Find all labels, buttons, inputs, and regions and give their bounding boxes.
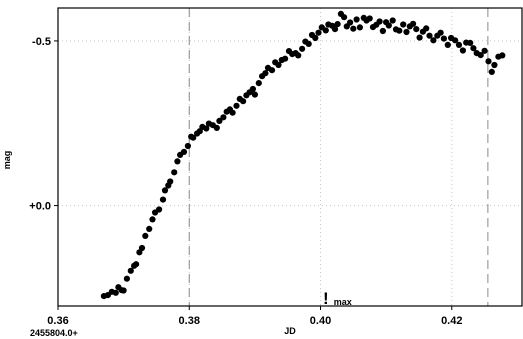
data-point bbox=[251, 91, 258, 98]
data-point bbox=[180, 148, 188, 155]
data-point bbox=[268, 67, 276, 74]
x-axis-title: JD bbox=[284, 326, 296, 336]
data-point bbox=[133, 261, 140, 268]
data-point bbox=[413, 26, 420, 33]
data-point bbox=[416, 34, 423, 41]
y-axis-title: mag bbox=[2, 151, 12, 170]
data-point bbox=[161, 187, 169, 194]
max-label: max bbox=[334, 297, 352, 307]
data-point bbox=[423, 25, 430, 32]
data-point bbox=[353, 16, 360, 23]
data-point bbox=[410, 20, 417, 27]
data-point bbox=[220, 114, 227, 121]
data-point bbox=[171, 169, 178, 176]
data-points bbox=[100, 10, 506, 300]
x-tick-label: 0.42 bbox=[441, 315, 462, 327]
data-point bbox=[341, 14, 348, 21]
data-point bbox=[240, 98, 247, 105]
data-point bbox=[262, 70, 269, 77]
data-point bbox=[190, 134, 197, 141]
data-point bbox=[485, 58, 492, 65]
data-point bbox=[305, 40, 312, 48]
x-tick-label: 0.38 bbox=[179, 315, 200, 327]
data-point bbox=[385, 22, 392, 29]
data-point bbox=[403, 28, 410, 36]
data-point bbox=[282, 55, 289, 62]
data-point bbox=[142, 232, 149, 239]
data-point bbox=[396, 27, 403, 34]
data-point bbox=[350, 25, 357, 32]
data-point bbox=[470, 45, 477, 52]
data-point bbox=[366, 15, 373, 22]
y-tick-label: -0.5 bbox=[32, 36, 51, 48]
data-point bbox=[376, 18, 383, 25]
data-point bbox=[322, 27, 329, 34]
data-point bbox=[426, 32, 433, 39]
data-point bbox=[347, 19, 354, 26]
data-point bbox=[455, 41, 463, 49]
data-point bbox=[249, 85, 256, 93]
data-point bbox=[295, 52, 302, 59]
data-point bbox=[444, 41, 451, 49]
data-point bbox=[452, 37, 459, 44]
data-point bbox=[430, 37, 437, 44]
x-offset-label: 2455804.0+ bbox=[30, 328, 78, 338]
data-point bbox=[229, 109, 236, 116]
data-point bbox=[159, 196, 167, 203]
data-point bbox=[156, 206, 163, 213]
data-point bbox=[315, 29, 322, 36]
data-point bbox=[334, 21, 341, 28]
data-point bbox=[112, 289, 119, 296]
axis-ticks: -0.5 +0.0 0.36 0.38 0.40 0.42 bbox=[29, 36, 462, 327]
data-point bbox=[331, 26, 339, 33]
data-point bbox=[389, 17, 396, 24]
data-point bbox=[216, 117, 223, 124]
x-tick-label: 0.40 bbox=[310, 315, 331, 327]
data-point bbox=[146, 225, 153, 232]
data-point bbox=[499, 52, 506, 59]
y-tick-label: +0.0 bbox=[29, 201, 51, 213]
data-point bbox=[477, 52, 484, 59]
data-point bbox=[491, 61, 498, 69]
data-point bbox=[379, 27, 386, 35]
max-symbol: ! bbox=[323, 289, 329, 308]
data-point bbox=[167, 178, 174, 185]
data-point bbox=[255, 80, 262, 87]
data-point bbox=[299, 45, 306, 52]
data-point bbox=[123, 275, 130, 282]
data-point bbox=[467, 39, 474, 47]
data-point bbox=[488, 68, 495, 75]
data-point bbox=[120, 287, 127, 294]
reference-lines bbox=[188, 8, 489, 306]
data-point bbox=[356, 24, 363, 31]
plot-frame bbox=[57, 7, 523, 307]
data-point bbox=[149, 216, 156, 223]
data-point bbox=[127, 267, 134, 274]
data-point bbox=[213, 124, 220, 131]
data-point bbox=[312, 34, 319, 42]
data-point bbox=[174, 158, 181, 165]
data-point bbox=[440, 35, 447, 42]
max-marker: ! max bbox=[323, 289, 352, 308]
x-tick-label: 0.36 bbox=[47, 315, 68, 327]
data-point bbox=[138, 244, 146, 252]
data-point bbox=[233, 102, 240, 109]
data-point bbox=[437, 29, 444, 36]
data-point bbox=[400, 21, 407, 28]
data-point bbox=[275, 61, 282, 69]
data-point bbox=[481, 47, 488, 54]
data-point bbox=[184, 142, 191, 150]
data-point bbox=[203, 125, 210, 132]
data-point bbox=[459, 47, 466, 54]
